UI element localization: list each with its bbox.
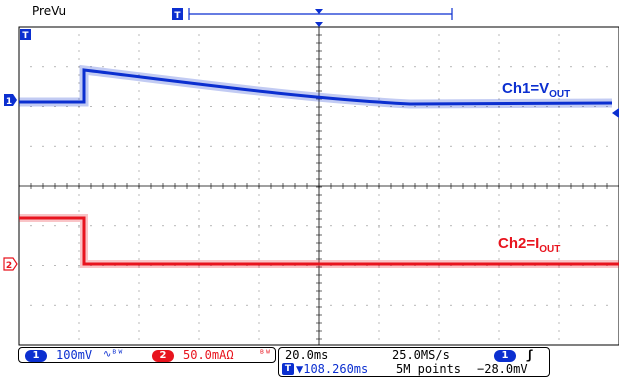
ch2-ground-marker[interactable]: 2: [3, 257, 18, 271]
ch2-badge[interactable]: 2: [152, 349, 174, 362]
ch1-ground-marker[interactable]: 1: [4, 94, 17, 107]
trigger-slope-icon[interactable]: ʃ: [526, 348, 534, 362]
ch1-scale[interactable]: 100mV: [56, 348, 93, 362]
svg-text:1: 1: [6, 97, 12, 107]
ch2-scale[interactable]: 50.0mAΩ: [183, 348, 234, 362]
timebase-trigger-readout[interactable]: 20.0ms 25.0MS/s 1 ʃ T ▼108.260ms 5M poin…: [278, 347, 550, 377]
graticule: [18, 26, 619, 346]
ch2-annotation: Ch2=IOUT: [498, 235, 560, 255]
channel-scale-readout[interactable]: 1 100mV ∿ᴮᵂ 2 50.0mAΩ ᴮᵂ: [18, 347, 276, 363]
trigger-offset-icon: T: [282, 363, 294, 375]
record-length[interactable]: 5M points: [396, 362, 462, 376]
trigger-position-marker[interactable]: [315, 22, 323, 27]
mode-label: PreVu: [32, 4, 66, 18]
trigger-level-marker[interactable]: [612, 108, 619, 118]
timebase-value[interactable]: 20.0ms: [285, 348, 329, 362]
ch1-badge[interactable]: 1: [25, 349, 47, 362]
trigger-position-top-marker[interactable]: [315, 9, 323, 14]
grid-dots: [30, 34, 608, 340]
record-position-trigger-icon: [172, 8, 183, 20]
trigger-level[interactable]: −28.0mV: [477, 362, 528, 376]
trigger-time-marker-icon[interactable]: [20, 29, 31, 40]
record-position-bar[interactable]: [188, 8, 453, 20]
trigger-offset-value[interactable]: ▼108.260ms: [296, 362, 369, 376]
bandwidth-limit-icon: ∿ᴮᵂ: [103, 349, 124, 360]
trigger-source-badge[interactable]: 1: [494, 349, 516, 362]
ch1-annotation: Ch1=VOUT: [502, 80, 570, 100]
record-position-trigger-label: T: [174, 11, 181, 21]
ch1-waveform: [19, 64, 613, 109]
bandwidth-limit-icon: ᴮᵂ: [259, 349, 272, 360]
trigger-time-marker-label: T: [22, 31, 29, 41]
sample-rate: 25.0MS/s: [392, 348, 450, 362]
ch2-waveform: [19, 214, 619, 268]
svg-text:2: 2: [6, 261, 12, 271]
